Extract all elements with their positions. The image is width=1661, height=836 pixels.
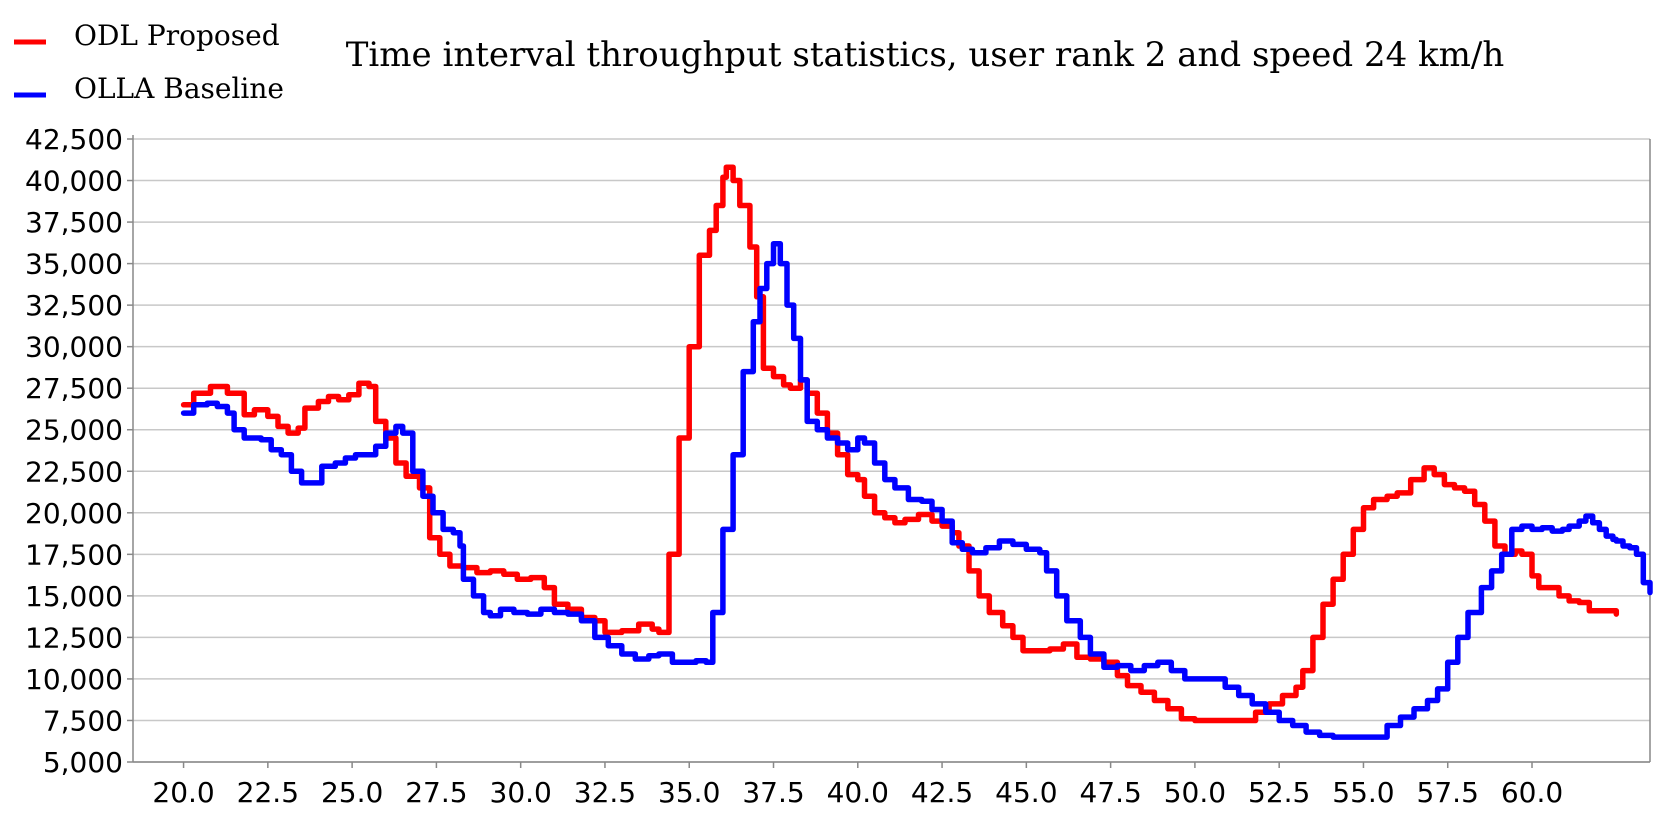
y-tick-label: 27,500 (25, 372, 123, 405)
x-tick-label: 27.5 (405, 776, 467, 809)
x-tick-label: 42.5 (911, 776, 973, 809)
y-tick-label: 22,500 (25, 455, 123, 488)
y-tick-label: 40,000 (25, 165, 123, 198)
y-tick-label: 12,500 (25, 621, 123, 654)
y-tick-label: 15,000 (25, 580, 123, 613)
x-tick-label: 37.5 (742, 776, 804, 809)
series-line-olla-baseline (180, 240, 1653, 740)
legend-label: OLLA Baseline (74, 72, 284, 105)
x-tick-label: 45.0 (995, 776, 1057, 809)
y-tick-label: 25,000 (25, 414, 123, 447)
x-tick-label: 32.5 (574, 776, 636, 809)
x-tick-label: 47.5 (1079, 776, 1141, 809)
y-tick-label: 30,000 (25, 331, 123, 364)
y-tick-label: 5,000 (43, 746, 123, 779)
legend-label: ODL Proposed (74, 19, 280, 52)
x-tick-labels: 20.0 22.5 25.0 27.5 30.0 32.5 35.0 37.5 40.0 42.5… (152, 776, 1563, 809)
y-tick-label: 17,500 (25, 538, 123, 571)
x-tick-label: 52.5 (1248, 776, 1310, 809)
legend: ODL Proposed OLLA Baseline (14, 19, 284, 105)
y-tick-label: 35,000 (25, 248, 123, 281)
x-tick-label: 25.0 (321, 776, 383, 809)
x-tick-label: 40.0 (827, 776, 889, 809)
y-tick-labels: 5,000 7,500 10,000 12,500 15,000 17,500 20,000… (25, 123, 123, 779)
x-tick-label: 20.0 (152, 776, 214, 809)
x-tick-label: 50.0 (1164, 776, 1226, 809)
y-tick-label: 20,000 (25, 497, 123, 530)
gridlines (133, 138, 1650, 763)
series-lines (180, 164, 1653, 740)
x-tick-label: 57.5 (1417, 776, 1479, 809)
y-tick-label: 10,000 (25, 663, 123, 696)
x-tick-label: 55.0 (1332, 776, 1394, 809)
y-tick-label: 42,500 (25, 123, 123, 156)
x-tick-label: 30.0 (490, 776, 552, 809)
y-tick-label: 37,500 (25, 206, 123, 239)
x-tick-label: 35.0 (658, 776, 720, 809)
axes (127, 135, 1651, 768)
y-tick-label: 32,500 (25, 289, 123, 322)
x-tick-label: 60.0 (1501, 776, 1563, 809)
x-tick-label: 22.5 (237, 776, 299, 809)
chart-title: Time interval throughput statistics, use… (346, 35, 1505, 75)
y-tick-label: 7,500 (43, 704, 123, 737)
